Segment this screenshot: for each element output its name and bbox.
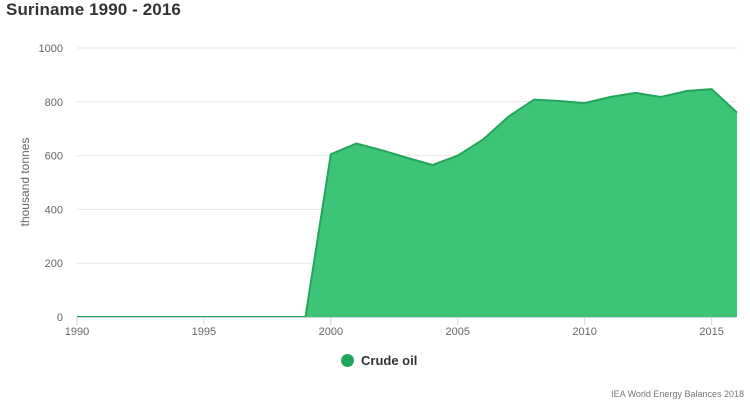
x-axis-ticks: 1990 1995 2000 2005 2010 2015 (65, 317, 724, 338)
y-tick-label-400: 400 (45, 204, 63, 216)
source-credit: IEA World Energy Balances 2018 (611, 389, 744, 399)
x-tick-label-2010: 2010 (572, 326, 596, 338)
series-area-layer (77, 88, 738, 318)
legend-label: Crude oil (361, 353, 418, 368)
y-tick-label-0: 0 (57, 312, 63, 324)
y-axis-ticks: 0 200 400 600 800 1000 (39, 43, 63, 324)
chart-title: Suriname 1990 - 2016 (6, 0, 181, 19)
legend-marker (341, 354, 354, 367)
legend-item-crude-oil[interactable]: Crude oil (341, 353, 417, 368)
x-tick-label-2005: 2005 (446, 326, 470, 338)
y-tick-label-200: 200 (45, 258, 63, 270)
x-tick-label-2000: 2000 (319, 326, 343, 338)
y-tick-label-800: 800 (45, 97, 63, 109)
series-area-crude-oil[interactable] (77, 89, 737, 317)
x-tick-label-2015: 2015 (699, 326, 723, 338)
x-tick-label-1990: 1990 (65, 326, 89, 338)
x-tick-label-1995: 1995 (192, 326, 216, 338)
y-tick-label-1000: 1000 (39, 43, 63, 55)
y-axis-title: thousand tonnes (18, 138, 32, 227)
y-tick-label-600: 600 (45, 151, 63, 163)
